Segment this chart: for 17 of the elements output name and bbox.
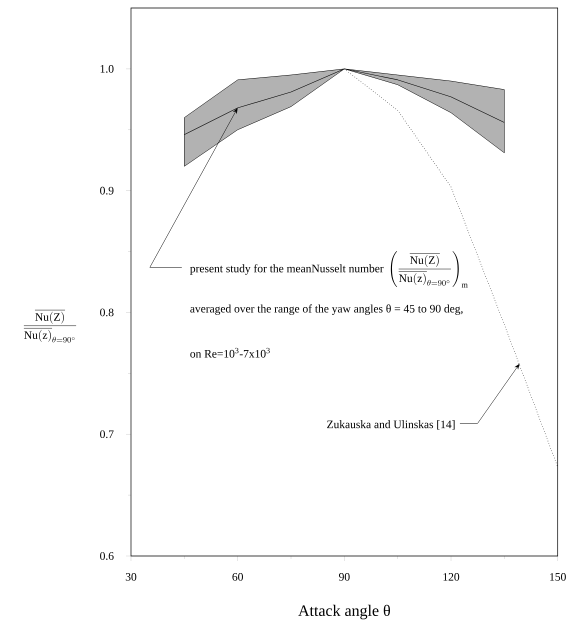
y-axis-title: $\frac{\overline{\mathrm{Nu(Z)}}}{\overline{\mathrm{Nu(z)}}_{\theta=90^\circ}}$ bbox=[24, 310, 76, 342]
x-tick-label: 90 bbox=[338, 573, 350, 581]
x-tick-label: 30 bbox=[126, 573, 136, 581]
annotation: present study for the meanNusselt number bbox=[190, 264, 384, 275]
x-tick-label: 150 bbox=[550, 573, 566, 581]
annotation: $\left(\frac{\overline{\mathrm{Nu(Z)}}}{\overline{\mathrm{Nu(z)}}_{\theta=90^\circ}}\right)_{\mathrm{m}}$ bbox=[390, 251, 468, 288]
y-tick-label: 0.6 bbox=[100, 552, 114, 560]
y-tick-label: 0.8 bbox=[100, 308, 114, 316]
annotation: averaged over the range of the yaw angles θ = 45 to 90 deg, bbox=[190, 304, 463, 315]
x-tick-label: 120 bbox=[443, 573, 460, 581]
x-axis-title: Attack angle θ bbox=[298, 604, 390, 620]
annotation: Zukauska and Ulinskas [14] bbox=[327, 420, 455, 430]
y-tick-label: 1.0 bbox=[100, 65, 114, 73]
y-tick-label: 0.9 bbox=[100, 186, 114, 195]
x-tick-label: 60 bbox=[232, 573, 243, 581]
annotation: on Re=10$^{3}$-7x10$^{3}$ bbox=[190, 348, 270, 358]
y-tick-label: 0.7 bbox=[100, 430, 114, 438]
